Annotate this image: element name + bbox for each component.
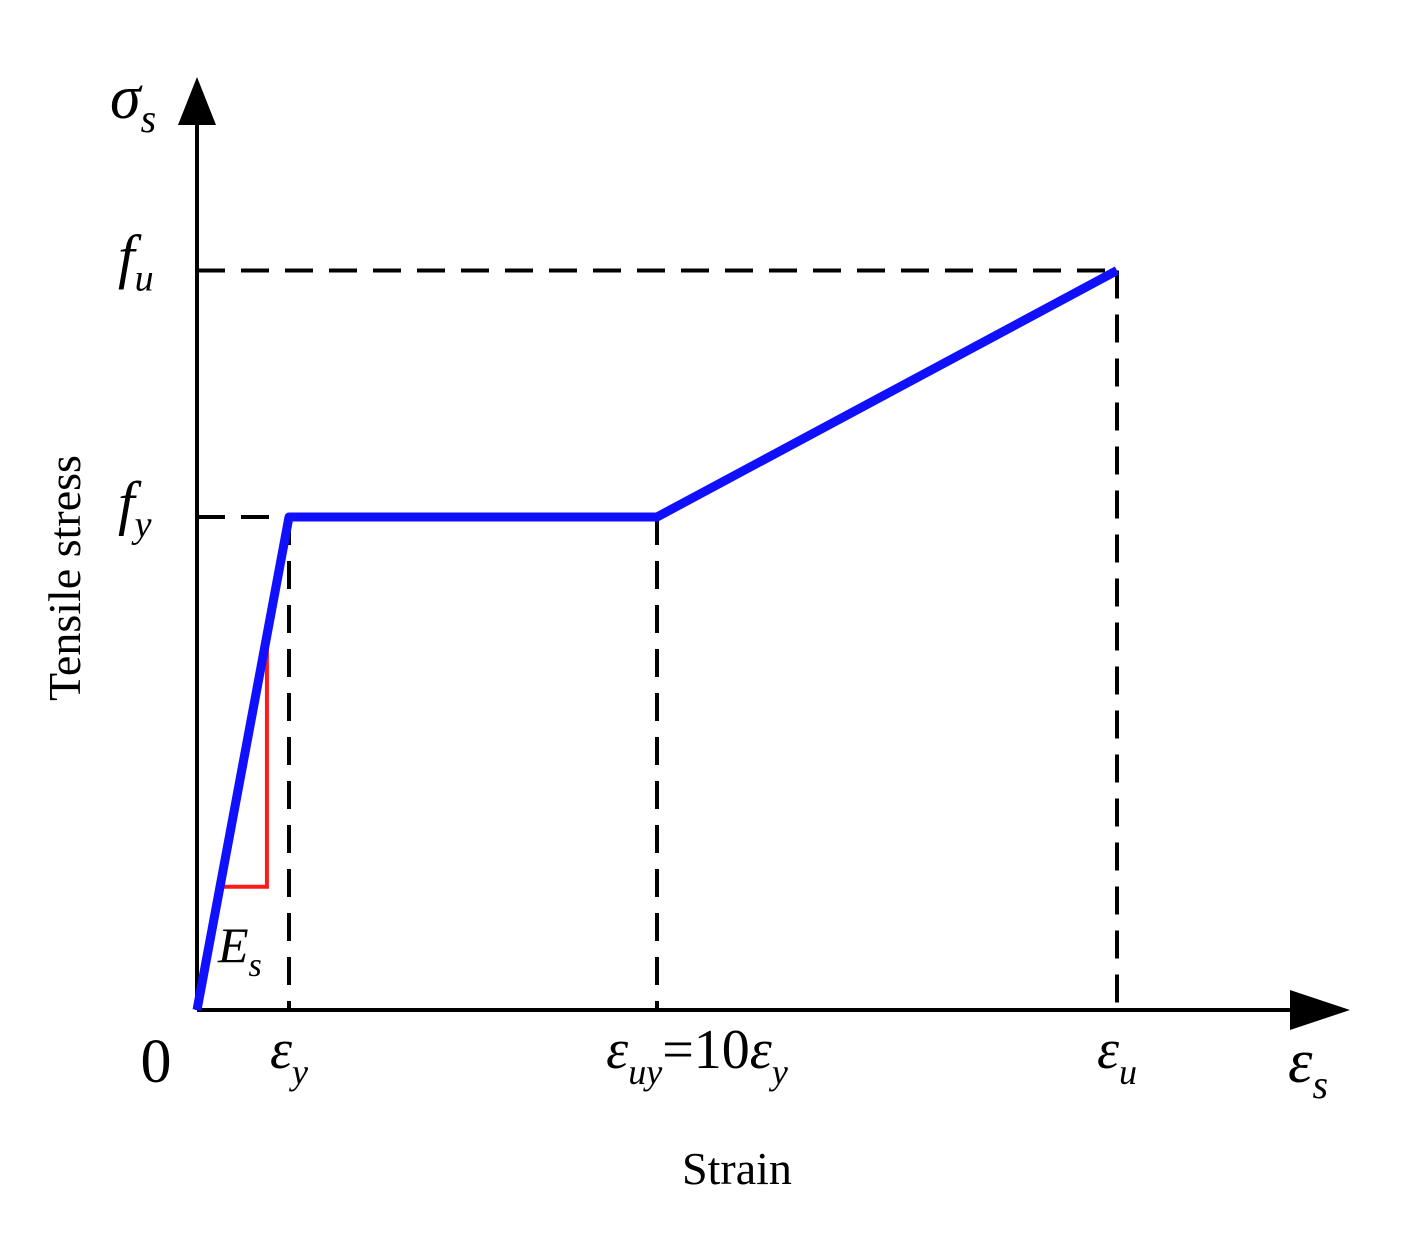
guide-lines — [197, 268, 1119, 1010]
y-tick-label: fy — [118, 470, 152, 546]
x-tick-label: εuy=10εy — [606, 1019, 788, 1092]
y-tick-label: fu — [118, 224, 154, 300]
modulus-slope-triangle — [220, 635, 269, 889]
stress-strain-curve — [192, 266, 1120, 1011]
x-tick-label: εu — [1097, 1019, 1137, 1092]
y-axis-label: Tensile stress — [39, 455, 90, 701]
origin-label: 0 — [141, 1028, 172, 1096]
x-axis-symbol: εs — [1288, 1028, 1328, 1107]
y-axis-symbol: σs — [110, 64, 156, 141]
modulus-label: Es — [217, 917, 262, 984]
x-tick-label: εy — [270, 1019, 308, 1092]
x-axis-label: Strain — [682, 1143, 792, 1194]
x-axis-arrow — [1290, 990, 1350, 1030]
tick-labels: εy εuy=10εy εu fy fu — [118, 224, 1137, 1093]
y-axis-arrow — [178, 77, 216, 125]
